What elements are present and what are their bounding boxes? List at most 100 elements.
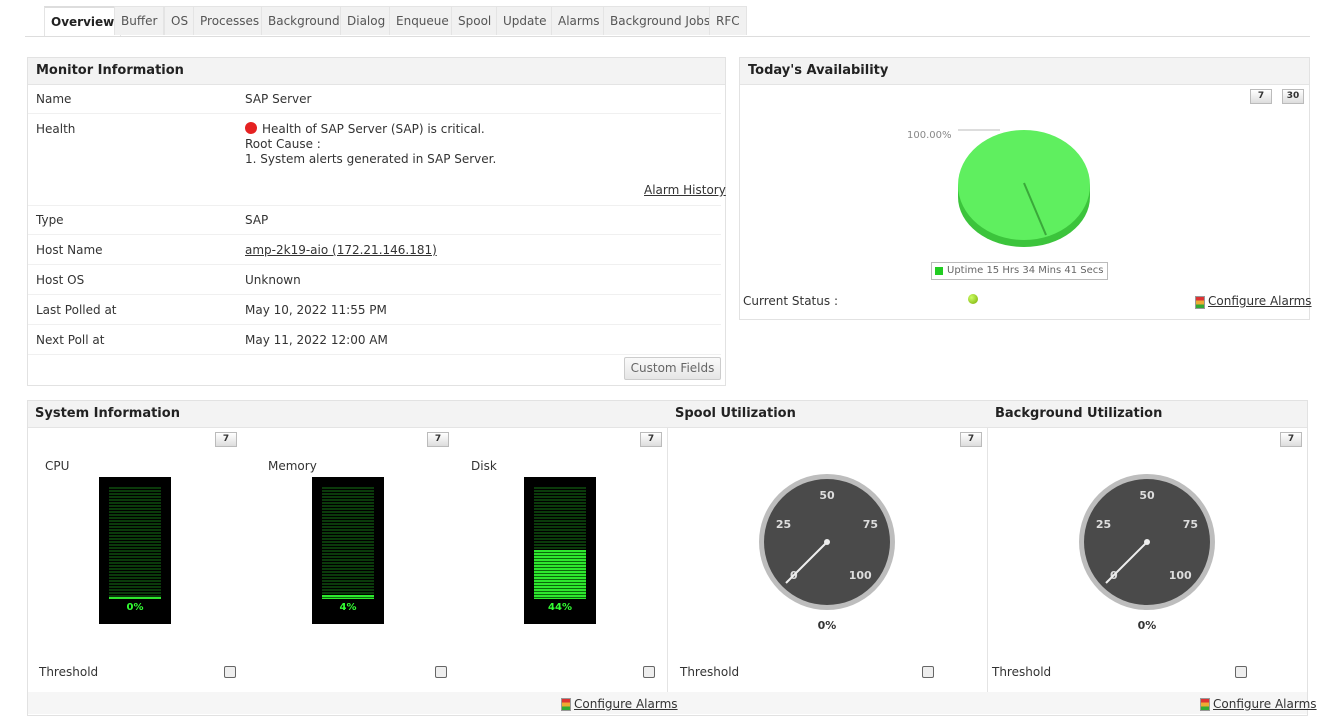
- gauge-hub: [824, 539, 830, 545]
- tab[interactable]: OS: [164, 6, 196, 35]
- row-separator: [28, 264, 721, 265]
- pie-label: 100.00%: [907, 130, 952, 141]
- gauge-tick-label: 50: [1139, 489, 1155, 502]
- divider: [667, 427, 668, 692]
- availability-pie: [958, 129, 1090, 247]
- alarm-icon: [561, 698, 571, 711]
- period-button[interactable]: 30: [1282, 89, 1304, 104]
- tab[interactable]: RFC: [709, 6, 747, 35]
- tab[interactable]: Overview: [44, 6, 122, 36]
- gauge-hub: [1144, 539, 1150, 545]
- divider: [987, 427, 988, 692]
- gauge-tick-label: 75: [863, 518, 878, 531]
- gauge-tick-label: 75: [1183, 518, 1198, 531]
- gauge-needle: [785, 541, 828, 584]
- threshold-icon[interactable]: [922, 666, 934, 678]
- meter-fill: [109, 597, 161, 599]
- threshold-icon[interactable]: [643, 666, 655, 678]
- tab[interactable]: Buffer: [114, 6, 165, 35]
- gauge-tick-label: 25: [776, 518, 791, 531]
- row-separator: [28, 354, 721, 355]
- period-button[interactable]: 7: [1250, 89, 1272, 104]
- legend-text: Uptime 15 Hrs 34 Mins 41 Secs: [947, 265, 1104, 276]
- row-label: Type: [36, 213, 64, 227]
- meter-track: [109, 487, 161, 599]
- tab[interactable]: Background: [261, 6, 347, 35]
- gauge-needle: [1105, 541, 1148, 584]
- health-status: Health of SAP Server (SAP) is critical.: [262, 122, 485, 136]
- alarm-history-link[interactable]: Alarm History: [644, 183, 726, 197]
- row-label: Last Polled at: [36, 303, 117, 317]
- utilization-footer: [28, 692, 1307, 714]
- gauge-value: 0%: [817, 619, 837, 632]
- panel-title: System Information: [35, 406, 180, 421]
- row-value: May 11, 2022 12:00 AM: [245, 333, 388, 347]
- configure-alarms-link[interactable]: Configure Alarms: [1208, 294, 1312, 308]
- gauge-tick-label: 100: [849, 569, 872, 582]
- row-value: May 10, 2022 11:55 PM: [245, 303, 387, 317]
- meter-value: 0%: [126, 602, 144, 613]
- utilization-header: [28, 401, 1307, 428]
- health-dot: [245, 122, 257, 134]
- meter: 4%: [312, 477, 384, 624]
- row-label: Next Poll at: [36, 333, 105, 347]
- current-status-label: Current Status :: [743, 294, 838, 308]
- gauge-tick-label: 50: [819, 489, 835, 502]
- tab-rule: [25, 36, 1310, 37]
- threshold-icon[interactable]: [1235, 666, 1247, 678]
- period-button[interactable]: 7: [1280, 432, 1302, 447]
- tab[interactable]: Enqueue: [389, 6, 456, 35]
- threshold-icon[interactable]: [224, 666, 236, 678]
- row-label: Host OS: [36, 273, 85, 287]
- tab[interactable]: Spool: [451, 6, 499, 35]
- period-button[interactable]: 7: [640, 432, 662, 447]
- period-button[interactable]: 7: [215, 432, 237, 447]
- period-button[interactable]: 7: [960, 432, 982, 447]
- meter: 44%: [524, 477, 596, 624]
- pie-legend: Uptime 15 Hrs 34 Mins 41 Secs: [931, 262, 1108, 280]
- panel-title: Monitor Information: [28, 58, 725, 85]
- meter-value: 44%: [548, 602, 572, 613]
- meter-label: Memory: [268, 459, 317, 473]
- meter-track: [534, 487, 586, 599]
- period-button[interactable]: 7: [427, 432, 449, 447]
- row-separator: [28, 205, 721, 206]
- row-value: SAP: [245, 213, 269, 227]
- panel-title: Spool Utilization: [675, 406, 796, 421]
- alarm-icon: [1200, 698, 1210, 711]
- panel-title: Background Utilization: [995, 406, 1163, 421]
- meter-label: Disk: [471, 459, 497, 473]
- gauge-tick-label: 25: [1096, 518, 1111, 531]
- meter: 0%: [99, 477, 171, 624]
- alarm-icon: [1195, 296, 1205, 309]
- gauge: 0255075100: [759, 474, 895, 610]
- pie-edge: [1023, 182, 1047, 236]
- configure-alarms-link[interactable]: Configure Alarms: [1213, 697, 1317, 711]
- meter-value: 4%: [339, 602, 357, 613]
- tab[interactable]: Alarms: [551, 6, 607, 35]
- threshold-label: Threshold: [39, 665, 99, 679]
- health-label: Health: [36, 122, 76, 136]
- gauge: 0255075100: [1079, 474, 1215, 610]
- meter-fill: [534, 549, 586, 599]
- row-label: Host Name: [36, 243, 103, 257]
- tab[interactable]: Processes: [193, 6, 267, 35]
- tab[interactable]: Update: [496, 6, 554, 35]
- panel-title: Today's Availability: [740, 58, 1309, 85]
- row-label: Name: [36, 92, 72, 106]
- row-value: Unknown: [245, 273, 301, 287]
- legend-swatch: [935, 267, 943, 275]
- custom-fields-button[interactable]: Custom Fields: [624, 357, 721, 380]
- threshold-label: Threshold: [680, 665, 740, 679]
- row-value[interactable]: amp-2k19-aio (172.21.146.181): [245, 243, 437, 257]
- configure-alarms-link[interactable]: Configure Alarms: [574, 697, 678, 711]
- status-dot: [968, 294, 978, 304]
- tab[interactable]: Dialog: [340, 6, 393, 35]
- monitor-panel: Monitor Information: [27, 57, 726, 386]
- threshold-icon[interactable]: [435, 666, 447, 678]
- tab[interactable]: Background Jobs: [603, 6, 718, 35]
- threshold-label: Threshold: [992, 665, 1052, 679]
- meter-fill: [322, 594, 374, 599]
